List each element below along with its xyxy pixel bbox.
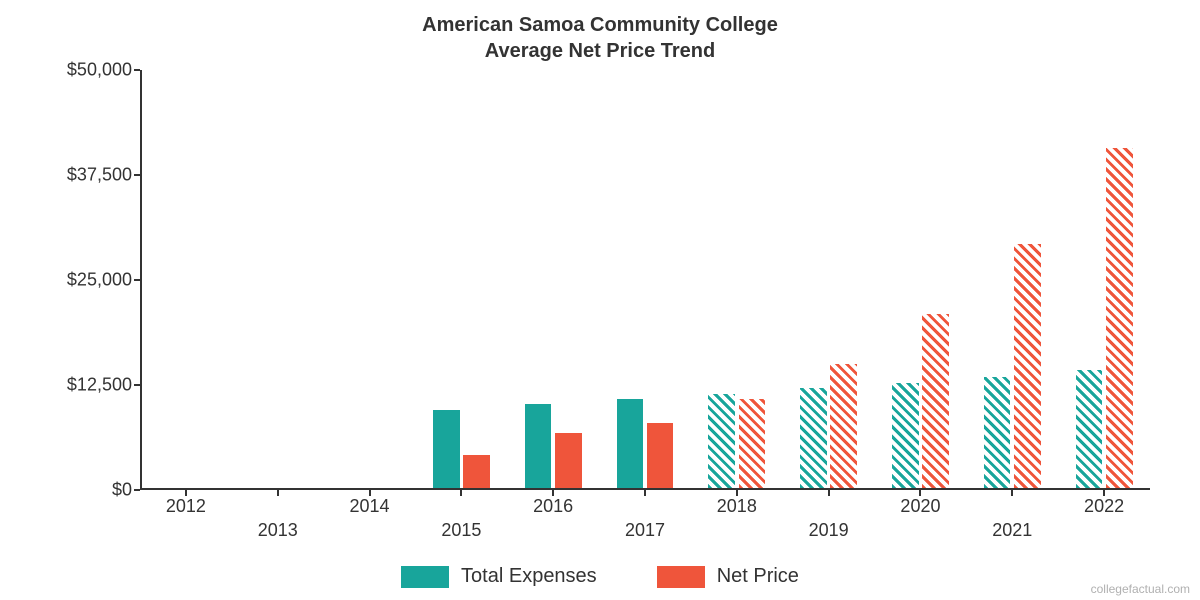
bar-total-expenses-2022 [1076,370,1103,488]
legend-item-net-price: Net Price [657,565,799,588]
chart-container: American Samoa Community College Average… [0,0,1200,600]
bar-total-expenses-2019 [800,388,827,488]
x-tick-label: 2012 [166,496,206,517]
bar-net-price-2020 [922,314,949,488]
x-tick-label: 2021 [992,520,1032,541]
x-tick-mark [828,490,830,496]
y-tick-label: $12,500 [32,375,132,396]
legend-swatch-total-expenses [401,566,449,588]
bar-total-expenses-2017 [617,399,644,488]
x-tick-label: 2022 [1084,496,1124,517]
watermark: collegefactual.com [1091,582,1190,596]
x-tick-mark [460,490,462,496]
bar-total-expenses-2018 [708,394,735,488]
bar-total-expenses-2015 [433,410,460,488]
x-tick-label: 2014 [350,496,390,517]
bar-net-price-2016 [555,433,582,488]
bar-net-price-2015 [463,455,490,488]
x-tick-mark [277,490,279,496]
legend-label-net-price: Net Price [717,565,799,588]
bar-total-expenses-2020 [892,383,919,488]
y-tick-label: $0 [32,480,132,501]
x-tick-mark [644,490,646,496]
plot-area: $0$12,500$25,000$37,500$50,0002012201320… [140,70,1150,490]
y-tick-mark [134,279,140,281]
legend-label-total-expenses: Total Expenses [461,565,597,588]
bar-net-price-2019 [830,364,857,488]
y-tick-mark [134,69,140,71]
y-tick-label: $25,000 [32,270,132,291]
y-tick-mark [134,174,140,176]
y-tick-mark [134,384,140,386]
y-tick-label: $37,500 [32,165,132,186]
bar-total-expenses-2016 [525,404,552,488]
x-tick-label: 2019 [809,520,849,541]
x-tick-label: 2013 [258,520,298,541]
y-tick-mark [134,489,140,491]
y-tick-label: $50,000 [32,60,132,81]
legend-item-total-expenses: Total Expenses [401,565,597,588]
x-tick-label: 2020 [900,496,940,517]
y-axis [140,70,142,490]
legend-swatch-net-price [657,566,705,588]
legend: Total Expenses Net Price [0,565,1200,588]
title-line-1: American Samoa Community College [0,12,1200,38]
bar-net-price-2021 [1014,244,1041,488]
title-line-2: Average Net Price Trend [0,38,1200,64]
x-tick-label: 2015 [441,520,481,541]
x-tick-label: 2016 [533,496,573,517]
x-tick-label: 2017 [625,520,665,541]
bar-net-price-2017 [647,423,674,488]
bar-net-price-2022 [1106,148,1133,488]
x-tick-mark [1011,490,1013,496]
bar-net-price-2018 [739,399,766,488]
bar-total-expenses-2021 [984,377,1011,488]
x-tick-label: 2018 [717,496,757,517]
chart-title: American Samoa Community College Average… [0,0,1200,64]
